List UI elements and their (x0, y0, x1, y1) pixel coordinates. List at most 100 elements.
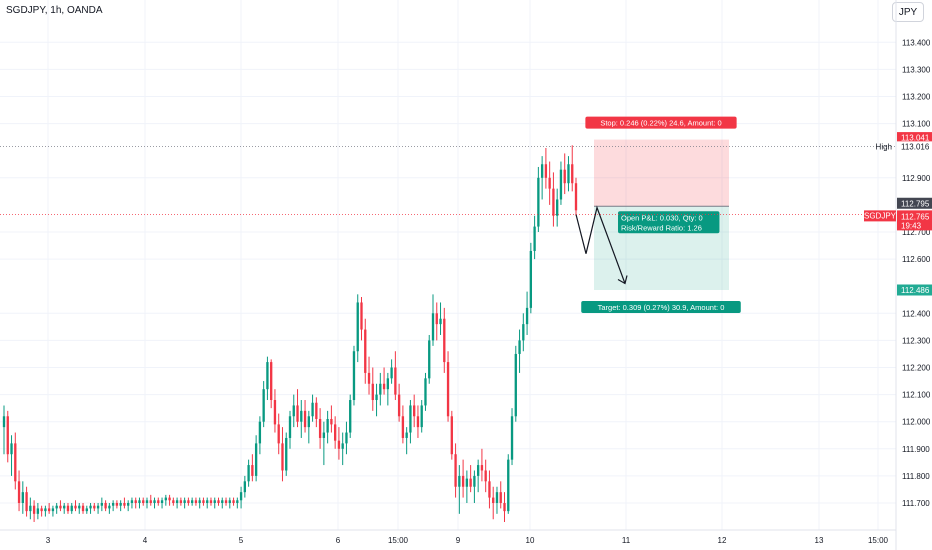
candle-body (254, 443, 258, 476)
candle-body (409, 405, 412, 433)
candle-body (217, 500, 220, 503)
candle-body (480, 465, 484, 471)
candle-body (428, 340, 431, 379)
candle-body (281, 443, 284, 471)
candle-body (416, 416, 420, 428)
candle-body (14, 443, 17, 482)
candle-body (522, 324, 525, 341)
candle-body (157, 500, 160, 503)
candle-body (36, 508, 40, 514)
candle-body (518, 340, 521, 354)
candle-body (134, 500, 137, 503)
candle-body (51, 508, 55, 512)
candle-body (172, 500, 175, 503)
chart-title[interactable]: SGDJPY, 1h, OANDA (6, 5, 103, 16)
candle-body (44, 508, 47, 512)
grid (0, 0, 897, 550)
target-price-badge[interactable]: 112.486 (897, 284, 932, 296)
candle-body (552, 188, 555, 216)
y-tick-label: 111.900 (902, 445, 930, 454)
target-price-badge-bg (897, 284, 932, 296)
y-tick-label: 112.000 (902, 418, 931, 427)
candle-body (469, 478, 472, 487)
symbol-badge[interactable]: SGDJPY (864, 210, 897, 222)
candle-body (258, 421, 262, 444)
projection-path[interactable] (575, 205, 626, 284)
y-axis: 113.400 113.300 113.200 113.100 112.900 112.7… (864, 38, 932, 508)
candle-body (525, 307, 529, 325)
y-tick-label: 111.800 (902, 472, 930, 481)
candle-body (556, 199, 559, 216)
candle-body (563, 169, 566, 184)
candle-body (130, 500, 134, 503)
entry-price-badge[interactable]: 112.795 (897, 197, 932, 209)
target-label[interactable]: Target: 0.309 (0.27%) 30.9, Amount: 0 (581, 300, 741, 313)
candle-body (108, 505, 111, 509)
x-tick-label: 3 (46, 536, 51, 545)
candle-body (262, 389, 265, 422)
pnl-box-bg (618, 211, 720, 234)
candle-body (473, 475, 476, 487)
stop-label-text: Stop: 0.246 (0.22%) 24.6, Amount: 0 (600, 119, 721, 128)
candle-body (100, 503, 104, 506)
candle-body (232, 500, 235, 503)
position-tool: Stop: 0.246 (0.22%) 24.6, Amount: 0 Targe… (581, 116, 741, 313)
x-tick-label: 4 (143, 536, 148, 545)
candle-body (81, 505, 85, 512)
y-tick-label: 113.400 (902, 38, 931, 47)
candle-body (78, 505, 81, 509)
candle-body (175, 500, 179, 503)
candle-body (209, 500, 213, 503)
stop-label[interactable]: Stop: 0.246 (0.22%) 24.6, Amount: 0 (585, 116, 737, 129)
x-tick-label: 15:00 (868, 536, 889, 545)
y-tick-label: 112.700 (902, 228, 931, 237)
candle-body (311, 402, 314, 417)
candle-body (386, 378, 390, 390)
stop-price-badge-text: 113.041 (901, 134, 930, 143)
candle-body (318, 418, 322, 438)
x-tick-label: 9 (456, 536, 461, 545)
stop-zone[interactable] (594, 139, 729, 207)
candle-body (160, 500, 164, 503)
candle-body (446, 362, 450, 417)
pnl-label: Open P&L: 0.030, Qty: 0 (621, 213, 703, 222)
candle-body (164, 497, 167, 501)
stop-price-badge[interactable]: 113.041 (897, 132, 932, 144)
y-tick-label: 112.300 (902, 336, 931, 345)
y-tick-label: 113.300 (902, 65, 931, 74)
candle-body (488, 481, 491, 498)
candle-body (85, 508, 88, 512)
candle-body (484, 470, 487, 482)
candle-body (533, 226, 536, 251)
candle-body (574, 183, 578, 211)
candle-body (119, 503, 122, 506)
candle-body (439, 318, 442, 325)
candle-body (127, 503, 130, 506)
target-label-bg (581, 300, 741, 313)
candle-body (190, 500, 194, 503)
candle-body (29, 505, 32, 512)
y-tick-label: 112.900 (902, 174, 931, 183)
candle-body (356, 302, 359, 352)
currency-button[interactable]: JPY (892, 2, 924, 22)
candle-body (142, 500, 145, 503)
candle-body (296, 405, 299, 422)
countdown-text: 19:43 (901, 221, 922, 230)
candle-body (236, 500, 239, 503)
y-tick-label: 112.600 (902, 255, 931, 264)
candle-body (454, 454, 457, 487)
candle-body (115, 503, 119, 506)
candle-body (307, 416, 310, 428)
target-price-badge-text: 112.486 (901, 286, 930, 295)
candle-body (93, 505, 96, 509)
candle-body (352, 351, 356, 401)
candle-body (322, 432, 326, 438)
candle-body (194, 500, 198, 503)
candle-body (292, 405, 295, 417)
candle-body (333, 424, 337, 441)
candle-body (213, 500, 216, 503)
high-price-badge[interactable]: 113.016 High (876, 141, 932, 153)
